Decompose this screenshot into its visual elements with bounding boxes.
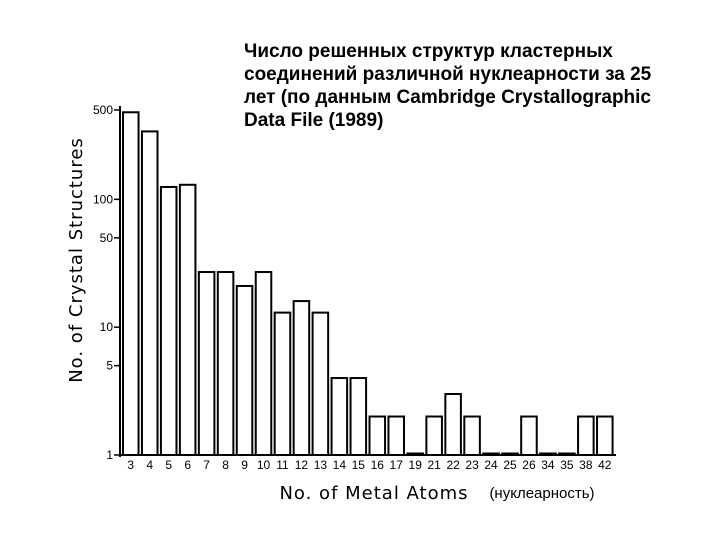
bar-9 bbox=[235, 284, 254, 457]
y-axis: 1 5 10 50 100 500 bbox=[93, 103, 121, 462]
bar-10 bbox=[254, 271, 273, 456]
x-axis: 3 4 5 6 7 8 9 10 11 12 13 14 15 16 17 19 21 22 23 24 25 26 34 3… bbox=[120, 454, 616, 472]
x-tick-label: 5 bbox=[165, 458, 172, 472]
y-tick-label: 10 bbox=[100, 320, 114, 334]
title-line: Data File (1989) bbox=[244, 110, 384, 131]
x-tick-label: 13 bbox=[314, 458, 328, 472]
x-tick-label: 25 bbox=[503, 458, 517, 472]
x-tick-label: 34 bbox=[541, 458, 555, 472]
y-tick-label: 1 bbox=[106, 448, 113, 462]
x-tick-label: 4 bbox=[146, 458, 153, 472]
bar-12 bbox=[292, 300, 311, 456]
x-tick-label: 12 bbox=[295, 458, 309, 472]
x-tick-label: 23 bbox=[465, 458, 479, 472]
bar-22 bbox=[444, 393, 462, 456]
bar-26 bbox=[520, 415, 538, 457]
x-tick-label: 38 bbox=[579, 458, 593, 472]
y-tick-label: 100 bbox=[93, 192, 113, 206]
x-tick-label: 42 bbox=[598, 458, 612, 472]
x-axis-label: No. of Metal Atoms bbox=[279, 483, 468, 504]
x-tick-label: 22 bbox=[446, 458, 460, 472]
bar-7 bbox=[197, 271, 216, 456]
x-tick-label: 6 bbox=[184, 458, 191, 472]
x-tick-label: 15 bbox=[352, 458, 366, 472]
x-tick-label: 26 bbox=[522, 458, 536, 472]
y-tick-label: 500 bbox=[93, 103, 113, 117]
x-tick-label: 35 bbox=[560, 458, 574, 472]
bar-14 bbox=[330, 377, 349, 456]
x-tick-label: 24 bbox=[484, 458, 498, 472]
x-tick-label: 7 bbox=[203, 458, 210, 472]
title-line: лет (по данным Cambridge Crystallographi… bbox=[244, 87, 651, 108]
x-tick-label: 21 bbox=[427, 458, 441, 472]
bar-8 bbox=[216, 271, 235, 456]
bars-group bbox=[122, 111, 614, 457]
bar-42 bbox=[596, 415, 614, 457]
y-axis-label: No. of Crystal Structures bbox=[66, 137, 87, 383]
x-tick-label: 11 bbox=[276, 458, 289, 472]
bar-6 bbox=[178, 183, 197, 457]
bar-4 bbox=[140, 130, 159, 456]
bar-3 bbox=[122, 111, 140, 456]
x-tick-label: 17 bbox=[390, 458, 404, 472]
bar-13 bbox=[311, 311, 330, 456]
y-tick-label: 50 bbox=[100, 231, 114, 245]
x-tick-label: 8 bbox=[222, 458, 229, 472]
title-line: соединений различной нуклеарности за 25 bbox=[244, 64, 652, 85]
x-tick-label: 9 bbox=[241, 458, 248, 472]
bar-5 bbox=[159, 185, 178, 456]
bar-11 bbox=[273, 311, 292, 456]
x-tick-label: 19 bbox=[409, 458, 423, 472]
x-tick-label: 10 bbox=[257, 458, 271, 472]
bar-15 bbox=[349, 377, 368, 456]
bar-23 bbox=[463, 415, 481, 457]
y-tick-label: 5 bbox=[106, 359, 113, 373]
bar-38 bbox=[577, 415, 595, 457]
title-line: Число решенных структур кластерных bbox=[244, 41, 613, 62]
chart-title: Число решенных структур кластерных соеди… bbox=[244, 40, 694, 132]
x-tick-label: 3 bbox=[127, 458, 134, 472]
x-axis-note: (нуклеарность) bbox=[489, 485, 594, 502]
bar-17 bbox=[387, 415, 406, 457]
bar-21 bbox=[425, 415, 443, 457]
bar-16 bbox=[368, 415, 387, 457]
x-tick-label: 14 bbox=[333, 458, 347, 472]
x-tick-label: 16 bbox=[371, 458, 385, 472]
